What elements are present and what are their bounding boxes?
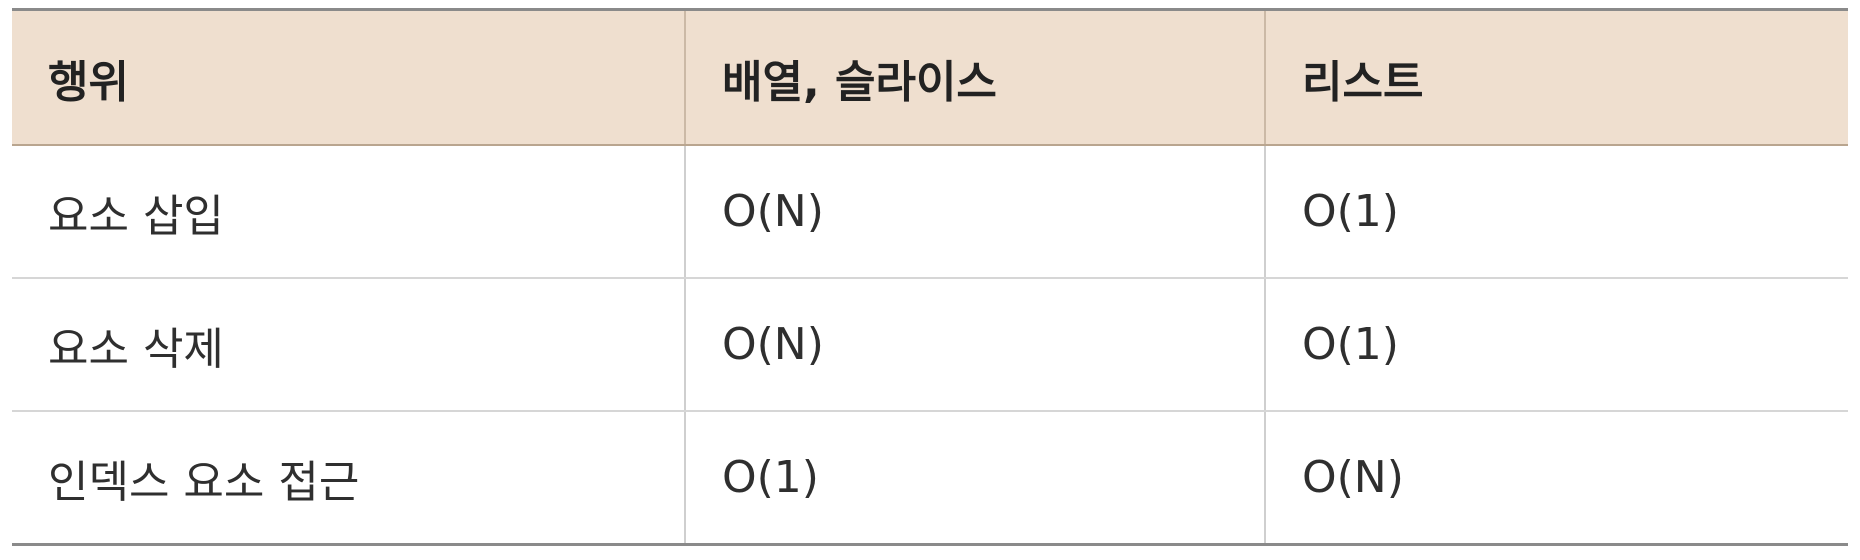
cell-array-slice: O(N) [684, 145, 1265, 279]
cell-array-slice: O(1) [684, 411, 1265, 546]
cell-array-slice: O(N) [684, 278, 1265, 412]
cell-list: O(1) [1264, 145, 1848, 279]
complexity-table: 행위 배열, 슬라이스 리스트 요소 삽입 O(N) O(1) 요소 삭제 O(… [12, 8, 1848, 546]
cell-list: O(1) [1264, 278, 1848, 412]
table-row: 요소 삽입 O(N) O(1) [12, 145, 1848, 279]
table-header: 행위 배열, 슬라이스 리스트 [12, 8, 1848, 146]
header-row: 행위 배열, 슬라이스 리스트 [12, 8, 1848, 146]
table-row: 인덱스 요소 접근 O(1) O(N) [12, 411, 1848, 546]
header-operation: 행위 [12, 8, 685, 146]
header-list: 리스트 [1264, 8, 1848, 146]
table-row: 요소 삭제 O(N) O(1) [12, 278, 1848, 412]
complexity-table-container: 행위 배열, 슬라이스 리스트 요소 삽입 O(N) O(1) 요소 삭제 O(… [12, 8, 1848, 546]
cell-operation: 요소 삭제 [12, 278, 685, 412]
table-body: 요소 삽입 O(N) O(1) 요소 삭제 O(N) O(1) 인덱스 요소 접… [12, 145, 1848, 546]
cell-operation: 인덱스 요소 접근 [12, 411, 685, 546]
cell-list: O(N) [1264, 411, 1848, 546]
cell-operation: 요소 삽입 [12, 145, 685, 279]
header-array-slice: 배열, 슬라이스 [684, 8, 1265, 146]
